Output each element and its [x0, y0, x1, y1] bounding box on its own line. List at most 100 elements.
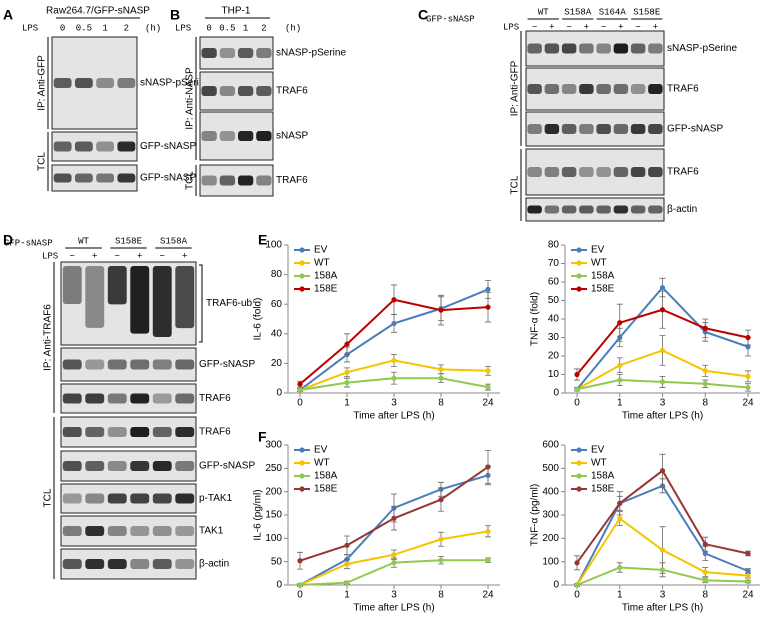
blot [525, 197, 665, 222]
band [219, 86, 236, 96]
point [344, 561, 350, 567]
legend-label: 158A [591, 271, 615, 282]
construct: S158A [160, 236, 188, 246]
band [117, 141, 136, 152]
point [391, 560, 397, 566]
band [579, 167, 594, 177]
legend-marker [299, 247, 305, 253]
point [617, 377, 623, 383]
group-label: IP: Anti-TRAF6 [43, 304, 54, 371]
unit-label: (h) [285, 23, 301, 33]
band [561, 205, 577, 214]
point [617, 500, 623, 506]
y-tick-label: 100 [265, 240, 282, 251]
y-axis-label: IL-6 (fold) [253, 298, 264, 341]
band [630, 124, 646, 134]
point [617, 320, 623, 326]
x-tick-label: 1 [617, 590, 623, 601]
point [344, 380, 350, 386]
point [659, 547, 666, 553]
point [745, 568, 751, 574]
group-label: IP: Anti-GFP [37, 55, 48, 111]
blot [60, 383, 197, 414]
band [96, 78, 115, 88]
legend-label: WT [591, 458, 607, 469]
legend-marker [576, 247, 582, 253]
point [702, 577, 708, 583]
legend-marker [299, 273, 305, 279]
point [485, 557, 491, 563]
band [219, 131, 236, 141]
band [130, 266, 150, 334]
band [117, 78, 136, 88]
band [130, 393, 150, 404]
band [175, 266, 195, 329]
y-tick-label: 70 [548, 258, 560, 269]
x-tick-label: 8 [438, 590, 444, 601]
legend-label: 158E [314, 284, 338, 295]
band [596, 205, 611, 214]
legend-label: EV [591, 445, 605, 456]
band [53, 141, 72, 152]
band [74, 141, 93, 152]
construct: S158E [115, 236, 142, 246]
band [96, 141, 115, 152]
point [485, 368, 491, 374]
point [702, 569, 708, 575]
x-tick-label: 0 [574, 590, 580, 601]
construct: WT [78, 236, 89, 246]
blot [60, 261, 197, 346]
blot-label: GFP-sNASP [199, 461, 255, 472]
lane-label: + [137, 251, 142, 261]
point [485, 304, 491, 310]
band [527, 43, 542, 54]
band [107, 266, 127, 305]
band [152, 526, 172, 536]
band [630, 167, 646, 177]
legend-marker [576, 447, 582, 453]
point [391, 320, 397, 327]
blot-label: GFP-sNASP [199, 359, 255, 370]
group-label: TCL [43, 488, 54, 507]
band [237, 48, 254, 58]
band [107, 393, 127, 404]
point [745, 578, 751, 585]
blot-label: GFP-sNASP [667, 124, 723, 135]
construct-label: GFP-sNASP [4, 238, 53, 248]
y-tick-label: 0 [276, 388, 282, 399]
band [53, 173, 72, 183]
band [152, 393, 172, 404]
legend-label: EV [314, 445, 328, 456]
point [438, 536, 444, 542]
point [391, 297, 397, 303]
band [74, 78, 93, 88]
band [613, 167, 629, 177]
blot [60, 515, 197, 547]
band [96, 173, 115, 183]
blot [60, 347, 197, 382]
lane-label: − [160, 251, 165, 261]
y-tick-label: 50 [271, 556, 283, 567]
band [85, 559, 105, 569]
lane-label: − [70, 251, 75, 261]
legend-label: EV [314, 245, 328, 256]
band [544, 124, 560, 134]
band [544, 167, 560, 177]
blot-label: GFP-sNASP [140, 173, 196, 184]
point [702, 541, 708, 547]
x-tick-label: 24 [742, 590, 754, 601]
y-tick-label: 200 [542, 533, 559, 544]
x-tick-label: 8 [438, 398, 444, 409]
lane-label: 1 [243, 23, 248, 33]
point [659, 379, 666, 385]
y-tick-label: 20 [548, 351, 560, 362]
y-tick-label: 250 [265, 463, 282, 474]
band [62, 359, 82, 370]
band [107, 427, 127, 437]
point [659, 567, 666, 573]
y-tick-label: 600 [542, 440, 559, 451]
unit-label: (h) [145, 23, 161, 33]
band [648, 43, 663, 54]
blot-label: TRAF6 [276, 175, 308, 186]
point [438, 497, 444, 503]
